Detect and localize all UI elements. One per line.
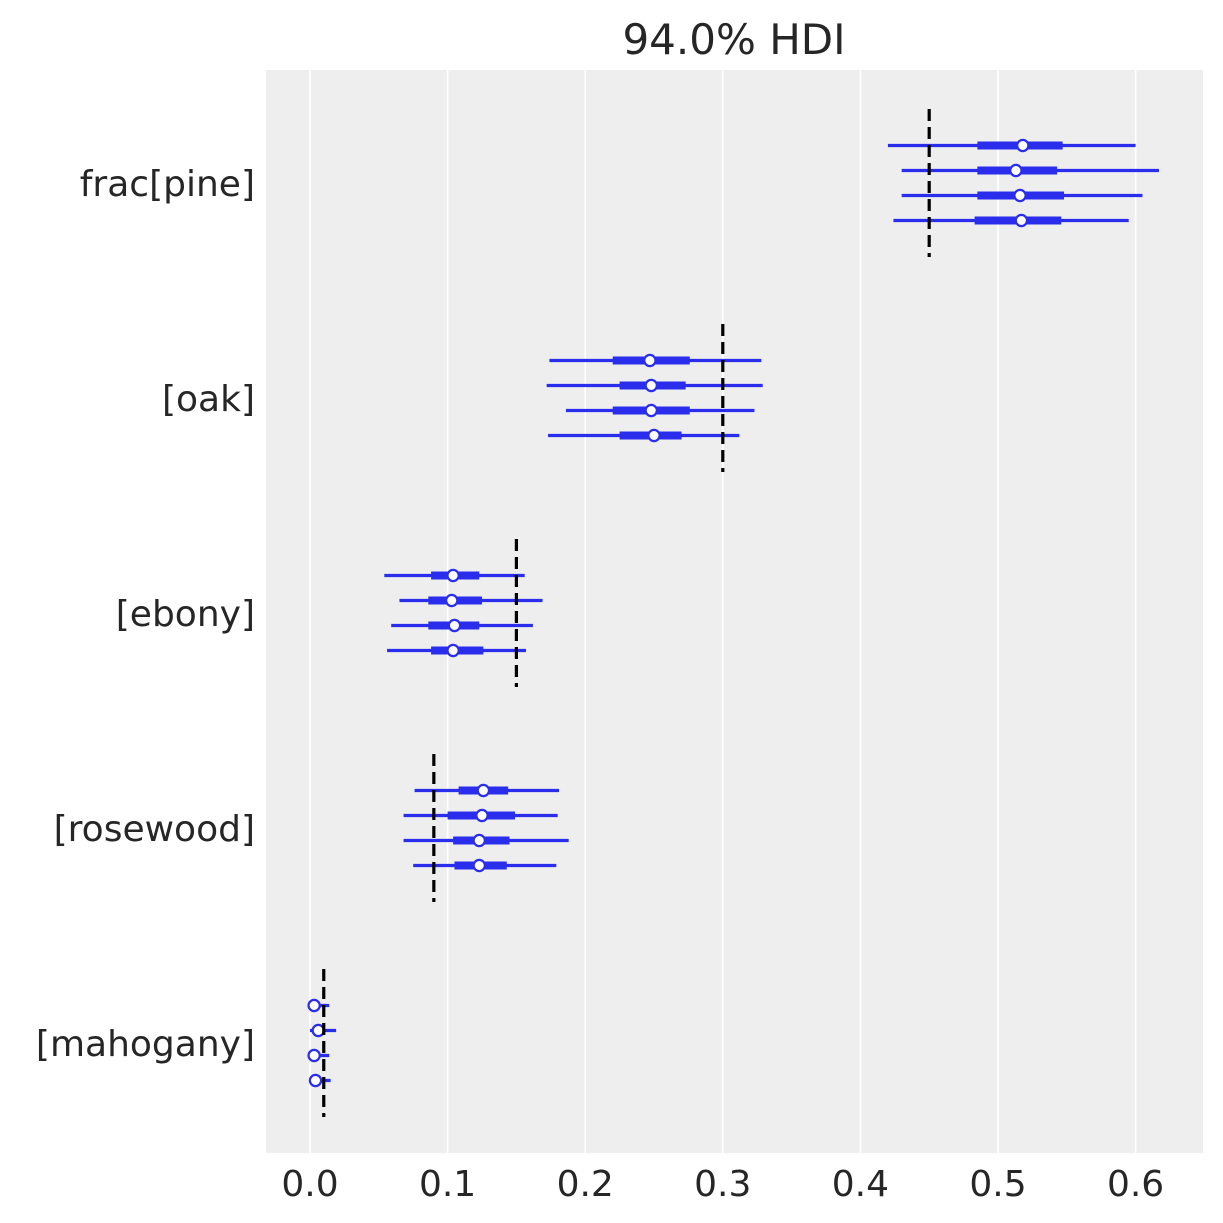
chain-interval [546,378,763,393]
variable-label: [ebony] [116,594,255,635]
mean-marker [1014,213,1029,228]
chain-intervals [307,138,1159,1088]
chain-interval [565,403,755,418]
x-tick-labels: 0.0 0.1 0.2 0.3 0.4 0.5 0.6 [281,1164,1164,1205]
mean-marker [472,833,486,848]
x-tick-label: 0.6 [1107,1164,1164,1205]
x-tick-label: 0.1 [419,1164,476,1205]
mean-marker [643,353,657,368]
chain-interval [399,593,543,608]
chain-interval [901,188,1143,203]
x-gridlines [309,70,1137,1153]
mean-marker [647,428,661,443]
chain-interval [414,783,560,798]
chain-interval [901,163,1159,178]
mean-marker [307,1048,321,1063]
mean-marker [644,403,658,418]
variable-labels: frac[pine] [oak] [ebony] [rosewood] [mahogan… [36,164,255,1065]
x-tick-label: 0.3 [694,1164,751,1205]
x-tick-label: 0.0 [281,1164,338,1205]
chain-interval [548,428,740,443]
mean-marker [307,998,321,1013]
chain-interval [403,833,569,848]
mean-marker [446,568,460,583]
variable-label: [oak] [162,379,255,420]
mean-marker [446,643,460,658]
variable-label: [mahogany] [36,1024,255,1065]
chain-interval [387,643,527,658]
mean-marker [1013,188,1027,203]
mean-marker [308,1073,323,1088]
x-tick-label: 0.4 [832,1164,889,1205]
x-tick-label: 0.5 [969,1164,1026,1205]
mean-marker [1009,163,1023,178]
mean-marker [472,858,486,873]
chain-interval [413,858,557,873]
mean-marker [476,783,491,798]
variable-label: frac[pine] [80,164,255,205]
plot-area [266,70,1203,1153]
chain-interval [893,213,1129,228]
variable-label: [rosewood] [54,809,255,850]
chain-interval [549,353,762,368]
chain-interval [307,998,330,1013]
mean-marker [1016,138,1030,153]
chart-title: 94.0% HDI [622,15,845,64]
x-tick-label: 0.2 [557,1164,614,1205]
chain-interval [391,618,533,633]
chain-interval [384,568,525,583]
mean-marker [475,808,489,823]
mean-marker [447,618,462,633]
chain-interval [403,808,558,823]
reference-lines [322,109,931,1117]
mean-marker [445,593,459,608]
chain-interval [308,1073,331,1088]
mean-marker [644,378,658,393]
chain-interval [307,1048,330,1063]
